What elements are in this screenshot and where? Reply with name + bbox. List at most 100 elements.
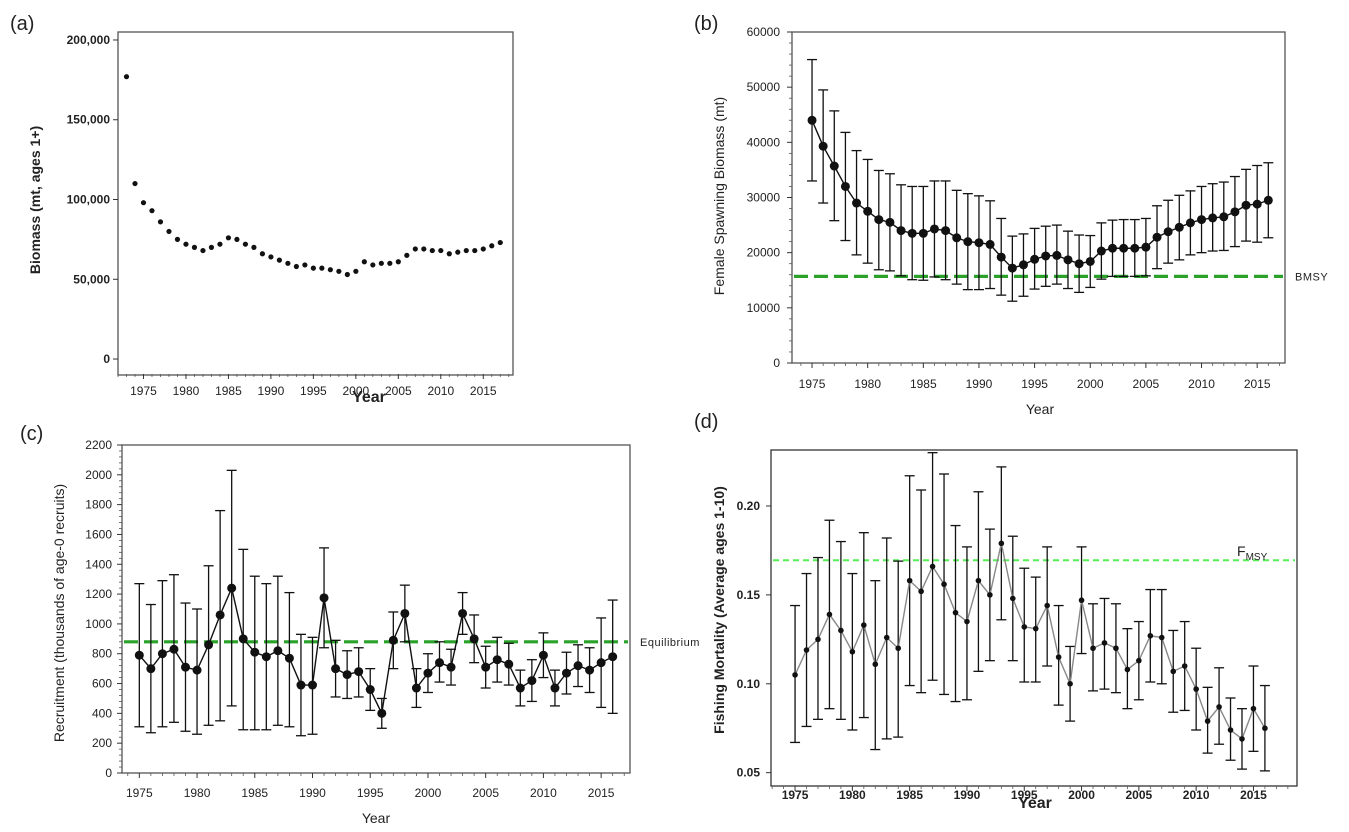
chart-panel-b: (b) 0 10000 20000 30000 40000 50000 60000 1975 19… [694,13,1328,417]
x-tick-label: 1980 [854,377,881,391]
x-tick-label: 2015 [1240,788,1267,802]
data-point [918,588,924,595]
data-point [388,635,398,645]
data-point [1227,727,1234,733]
y-tick-label: 800 [92,647,112,661]
y-tick-label: 20000 [747,246,781,260]
data-point [463,247,469,254]
data-point [365,685,375,695]
data-point [1204,718,1211,724]
data-point [861,622,867,628]
data-point [596,658,606,668]
panel-label: (b) [694,13,718,35]
data-point [792,672,798,678]
data-point [472,247,478,254]
data-point [573,661,583,671]
data-point [395,259,401,265]
data-point [929,563,936,570]
x-tick-label: 2005 [1133,377,1160,391]
reference-line-label: Equilibrium [640,637,700,649]
data-point [1136,657,1142,664]
data-point [1250,705,1257,712]
y-tick-label: 1200 [85,587,112,601]
y-tick-label: 50000 [747,80,781,94]
y-tick-label: 150,000 [67,113,111,127]
data-point [342,670,352,680]
y-tick-label: 400 [92,706,112,720]
data-point [1096,246,1106,256]
chart-panel-c: (c) 0 200 400 600 800 1000 1200 1400 1600 1800 2000… [20,423,700,826]
data-point [849,648,856,655]
data-point [1174,222,1184,232]
data-point [1055,654,1062,660]
data-point [1163,227,1173,237]
data-point [1030,254,1040,264]
data-point [146,664,156,674]
data-point [370,262,376,268]
x-tick-label: 1990 [966,377,993,391]
data-point [815,636,821,643]
data-point [1108,243,1118,253]
data-point [1090,645,1096,652]
data-point [261,652,271,662]
data-point [550,683,560,693]
data-point [1185,218,1195,228]
data-point [1101,640,1108,646]
data-point [302,262,308,268]
data-point [907,228,917,238]
data-point [353,268,359,274]
x-tick-label: 2010 [427,384,454,398]
data-point [1119,243,1129,253]
data-point [134,650,144,660]
data-point [469,634,479,644]
data-point [885,217,895,227]
data-point [157,649,167,659]
data-point [251,244,257,250]
data-point [952,609,959,616]
data-point [1262,725,1268,732]
data-point [895,645,902,652]
data-point [1239,736,1245,742]
x-tick-label: 2015 [1244,377,1271,391]
x-tick-label: 1985 [896,788,923,802]
plot-frame [770,449,1298,787]
data-point [354,667,364,677]
data-point [319,265,325,271]
data-point [268,254,274,260]
data-point [863,206,873,216]
data-point [996,252,1006,262]
data-point [1021,624,1028,630]
data-point [998,540,1005,547]
series-line [811,119,1269,269]
x-tick-label: 1990 [258,384,285,398]
data-point [1158,634,1165,641]
y-tick-label: 10000 [747,301,781,315]
y-axis-label: Biomass (mt, ages 1+) [27,126,43,274]
data-point [308,680,317,690]
data-point [818,141,828,151]
data-point [174,236,181,242]
reference-line-label: BMSY [1295,271,1328,283]
data-point [208,244,215,250]
data-point [400,608,410,618]
x-tick-label: 2000 [415,786,442,800]
data-point [285,260,291,266]
data-point [378,260,384,266]
data-point [132,180,138,187]
y-tick-label: 1800 [85,498,112,512]
data-point [423,668,433,678]
data-point [896,226,906,236]
data-point [421,246,427,252]
y-tick-label: 0.20 [737,499,761,513]
x-tick-label: 1975 [799,377,826,391]
data-point [527,676,537,686]
data-point [204,640,214,650]
data-point [1216,704,1222,710]
data-point [387,260,393,266]
x-tick-label: 1985 [241,786,268,800]
data-point [1130,243,1140,253]
y-tick-label: 0.10 [737,677,761,691]
panel-label: (d) [694,411,718,433]
data-point [1018,260,1028,270]
